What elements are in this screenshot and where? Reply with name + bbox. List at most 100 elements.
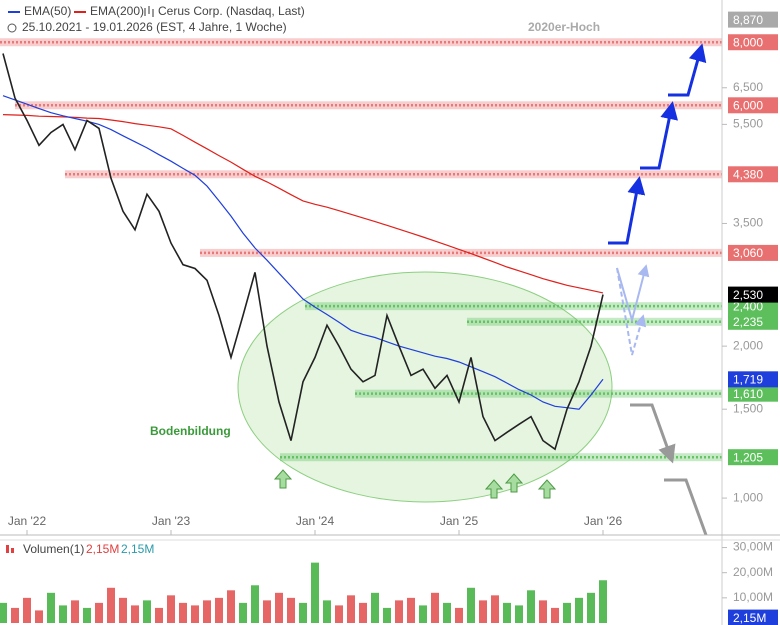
y-tick-label: 30,00M [733, 540, 773, 554]
arrow [608, 176, 646, 245]
volume-bar [599, 580, 607, 623]
volume-bar [287, 597, 295, 623]
legend-swatch [11, 548, 14, 553]
volume-bar [491, 595, 499, 623]
axis: 1,000 1,500 2,000 3,500 5,500 6,500 8,000 6,000… [8, 11, 778, 535]
volume-bar [323, 600, 331, 623]
lines [2, 53, 604, 451]
legend-bg [0, 0, 300, 36]
zones [0, 38, 722, 462]
volume-bar [143, 600, 151, 623]
x-tick-label: Jan '22 [8, 514, 47, 528]
volume-bar [263, 600, 271, 623]
volume-bar [359, 602, 367, 623]
y-tick-label: 3,500 [733, 216, 763, 230]
volume-bar [47, 592, 55, 623]
up-arrow [273, 469, 293, 489]
volume-bar [167, 595, 175, 623]
legend-value: 2,15M [86, 542, 119, 556]
legend-swatch [144, 6, 154, 17]
y-tick-label: 1,500 [733, 401, 763, 415]
arrow [616, 267, 647, 356]
volume-bar [527, 590, 535, 623]
volume-bar [371, 592, 379, 623]
up-arrow [537, 479, 557, 499]
annotation: 2020er-Hoch [528, 20, 600, 34]
volume-bar [431, 592, 439, 623]
level-tag [728, 449, 778, 466]
legend-entry: EMA(200) [90, 4, 144, 18]
level-tag [728, 34, 778, 51]
price-tag [728, 286, 778, 303]
volume-bar [239, 602, 247, 623]
legend-entry: Cerus Corp. (Nasdaq, Last) [158, 4, 305, 18]
volume-bar [551, 607, 559, 623]
level-label: 2,235 [733, 315, 763, 329]
volume-bar [203, 600, 211, 623]
volume-bar [347, 595, 355, 623]
y-tick-label: 6,500 [733, 80, 763, 94]
volume-bar [71, 600, 79, 623]
y-tick-label: 10,00M [733, 590, 773, 604]
volume-bar [59, 605, 67, 623]
price-tag-label: 2,530 [733, 288, 763, 302]
volume-bar [119, 597, 127, 623]
arrow [668, 43, 707, 97]
volume-bar [587, 592, 595, 623]
volume-bar [575, 597, 583, 623]
volume-bar [227, 590, 235, 623]
volume-bar [191, 605, 199, 623]
arrow [664, 478, 708, 536]
volume-bar [215, 597, 223, 623]
x-tick-label: Jan '25 [440, 514, 479, 528]
volume-bar [311, 562, 319, 623]
volume-bar [11, 607, 19, 623]
volume-bar [35, 610, 43, 623]
level-label: 1,610 [733, 387, 763, 401]
level-tag [728, 244, 778, 261]
level-tag [728, 313, 778, 330]
legend-value: 2,15M [121, 542, 154, 556]
level-label: 4,380 [733, 167, 763, 181]
volume-bar [23, 597, 31, 623]
level-label: 1,205 [733, 450, 763, 464]
x-tick-label: Jan '26 [584, 514, 623, 528]
volume-bar [563, 602, 571, 623]
up-arrow [484, 479, 504, 499]
volume-tag [728, 609, 778, 625]
volume-bar [179, 602, 187, 623]
series-line [2, 95, 604, 410]
y-tick-label: 1,000 [733, 490, 763, 504]
price-tag-label: 8,870 [733, 13, 763, 27]
arrow [630, 403, 676, 464]
arrow [640, 101, 678, 170]
legend-entry: Volumen(1) [23, 542, 84, 556]
subtitle: 25.10.2021 - 19.01.2026 (EST, 4 Jahre, 1… [22, 20, 287, 34]
volume-bar [383, 607, 391, 623]
volume-panel: 10,00M 20,00M 30,00M 2,15M [0, 540, 778, 625]
price-tag [728, 11, 778, 28]
volume-bar [107, 587, 115, 623]
level-tag [728, 97, 778, 114]
projection-arrows [273, 43, 708, 536]
x-tick-label: Jan '24 [296, 514, 335, 528]
bottom-ellipse [237, 271, 613, 503]
volume-bar [515, 605, 523, 623]
volume-bar [479, 600, 487, 623]
legend-swatch [6, 545, 9, 553]
y-tick-label: 5,500 [733, 117, 763, 131]
volume-bar [251, 585, 259, 623]
volume-bar [155, 607, 163, 623]
clock-icon [7, 23, 17, 33]
up-arrow [504, 473, 524, 493]
level-zone [467, 317, 722, 326]
volume-bar [443, 602, 451, 623]
legend-entry: EMA(50) [24, 4, 71, 18]
level-zone [355, 389, 722, 398]
volume-bar [335, 605, 343, 623]
volume-bar [503, 602, 511, 623]
y-tick-label: 20,00M [733, 565, 773, 579]
level-label: 8,000 [733, 35, 763, 49]
price-tag [728, 371, 778, 388]
